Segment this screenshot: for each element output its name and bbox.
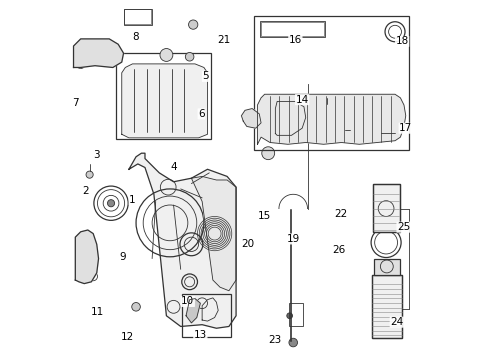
- Polygon shape: [242, 109, 261, 128]
- Text: 24: 24: [390, 317, 403, 327]
- Text: 22: 22: [334, 209, 347, 219]
- Circle shape: [262, 147, 275, 159]
- Bar: [123, 9, 152, 24]
- Text: 9: 9: [120, 252, 126, 262]
- Circle shape: [287, 313, 293, 319]
- Text: 10: 10: [181, 296, 195, 306]
- Text: 2: 2: [83, 186, 89, 196]
- Text: 5: 5: [202, 71, 209, 81]
- Bar: [260, 21, 325, 37]
- Bar: [373, 184, 400, 232]
- Polygon shape: [186, 298, 200, 323]
- Circle shape: [189, 20, 198, 29]
- Text: 20: 20: [241, 239, 254, 249]
- Polygon shape: [129, 153, 236, 328]
- Polygon shape: [74, 39, 123, 67]
- Text: 14: 14: [295, 95, 309, 105]
- Text: 6: 6: [198, 109, 205, 119]
- Text: 8: 8: [133, 32, 139, 42]
- Bar: [372, 275, 402, 338]
- Text: 25: 25: [397, 222, 410, 232]
- Text: 7: 7: [72, 98, 78, 108]
- Circle shape: [342, 126, 348, 134]
- Circle shape: [107, 200, 115, 207]
- Bar: [254, 16, 409, 150]
- Text: 11: 11: [91, 307, 104, 317]
- Text: 17: 17: [399, 123, 413, 133]
- Circle shape: [289, 338, 297, 347]
- Bar: [373, 184, 400, 232]
- Circle shape: [132, 302, 140, 311]
- Text: 18: 18: [395, 36, 409, 46]
- Text: 13: 13: [194, 330, 207, 341]
- Text: 26: 26: [332, 246, 345, 255]
- Text: 3: 3: [94, 150, 100, 160]
- Polygon shape: [258, 94, 406, 144]
- Text: 1: 1: [129, 195, 136, 204]
- Bar: [372, 275, 402, 338]
- Bar: [124, 9, 151, 24]
- Polygon shape: [275, 102, 306, 135]
- Circle shape: [160, 49, 173, 62]
- Text: 19: 19: [287, 234, 300, 244]
- Polygon shape: [75, 230, 98, 284]
- Circle shape: [377, 129, 384, 136]
- Text: 23: 23: [269, 335, 282, 345]
- Bar: [289, 303, 303, 327]
- Text: 12: 12: [121, 332, 134, 342]
- Bar: [261, 22, 324, 36]
- Polygon shape: [122, 64, 207, 138]
- Circle shape: [86, 171, 93, 178]
- Polygon shape: [192, 176, 236, 291]
- Circle shape: [185, 53, 194, 61]
- Text: 15: 15: [258, 211, 271, 221]
- Text: 4: 4: [170, 162, 177, 172]
- Text: 21: 21: [217, 35, 230, 45]
- Circle shape: [321, 104, 333, 115]
- Bar: [182, 294, 231, 337]
- Bar: [373, 259, 400, 275]
- Text: 16: 16: [289, 35, 302, 45]
- Bar: [117, 53, 211, 139]
